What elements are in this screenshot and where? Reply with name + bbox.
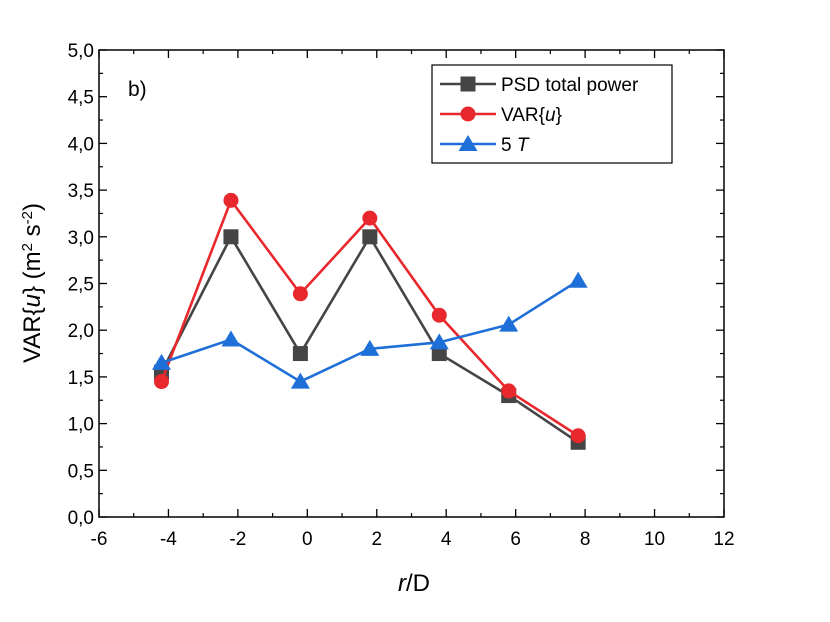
- x-tick-label: 10: [644, 529, 665, 550]
- circle-data-point: [292, 286, 308, 302]
- legend-swatch-marker: [460, 76, 476, 92]
- x-tick-labels: -6 -4 -2 0 2 4 6 8 10 12: [91, 529, 735, 550]
- x-tick-label: 12: [713, 529, 734, 550]
- square-data-point: [223, 229, 239, 245]
- x-tick-label: 4: [441, 529, 452, 550]
- series-2: [154, 192, 586, 444]
- legend-swatch-marker: [458, 135, 478, 151]
- panel-label: b): [128, 78, 147, 101]
- triangle-data-point: [429, 333, 449, 350]
- y-tick-label: 2,5: [68, 275, 94, 296]
- legend-label: VAR{u}: [501, 105, 562, 126]
- x-tick-label: 8: [580, 529, 591, 550]
- circle-data-point: [362, 210, 378, 226]
- y-tick-label: 0,0: [68, 508, 94, 529]
- series-3: [152, 271, 588, 389]
- triangle-data-point: [568, 271, 588, 288]
- circle-data-point: [431, 307, 447, 323]
- x-tick-label: 6: [510, 529, 521, 550]
- triangle-data-point: [152, 353, 171, 370]
- x-tick-label: 0: [302, 529, 313, 550]
- series-line: [160, 234, 579, 444]
- legend-label: 5 T: [501, 135, 530, 156]
- series-1: [154, 229, 586, 450]
- axis-ticks: [98, 49, 725, 518]
- circle-data-point: [570, 428, 586, 444]
- legend: PSD total power VAR{u} 5 T: [431, 64, 673, 164]
- legend-swatch-marker: [460, 106, 476, 122]
- x-tick-label: -2: [229, 529, 246, 550]
- square-data-point: [292, 346, 308, 362]
- legend-label: PSD total power: [501, 75, 639, 96]
- x-tick-label: 2: [371, 529, 382, 550]
- series-layer: [152, 192, 588, 450]
- square-data-point: [431, 346, 447, 362]
- x-axis-title: r/D: [398, 570, 430, 597]
- y-tick-label: 3,5: [68, 181, 94, 202]
- y-tick-label: 2,0: [68, 321, 94, 342]
- y-tick-label: 4,5: [68, 88, 94, 109]
- x-tick-label: -6: [91, 529, 108, 550]
- circle-data-point: [501, 383, 517, 399]
- y-tick-label: 1,5: [68, 368, 94, 389]
- square-data-point: [362, 229, 378, 245]
- y-tick-labels: 0,0 0,5 1,0 1,5 2,0 2,5 3,0 3,5 4,0 4,5 5,0: [68, 41, 94, 529]
- y-axis-title: VAR{u} (m2 s-2): [19, 203, 47, 363]
- legend-items: PSD total power VAR{u} 5 T: [440, 75, 639, 156]
- triangle-data-point: [360, 339, 380, 356]
- x-tick-label: -4: [160, 529, 177, 550]
- triangle-data-point: [499, 315, 519, 332]
- y-tick-label: 3,0: [68, 228, 94, 249]
- y-tick-label: 1,0: [68, 415, 94, 436]
- circle-data-point: [154, 374, 169, 390]
- y-tick-label: 4,0: [68, 134, 94, 155]
- triangle-data-point: [290, 372, 310, 389]
- circle-data-point: [223, 192, 239, 208]
- y-tick-label: 0,5: [68, 461, 94, 482]
- y-tick-label: 5,0: [68, 41, 94, 62]
- triangle-data-point: [221, 330, 241, 347]
